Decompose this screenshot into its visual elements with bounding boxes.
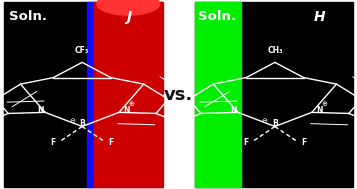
Text: ⊕: ⊕ [129, 101, 134, 107]
Text: CH₃: CH₃ [267, 46, 283, 55]
Text: H: H [314, 10, 325, 24]
Text: ⊖: ⊖ [262, 118, 267, 124]
Text: J: J [126, 10, 131, 24]
Text: F: F [301, 138, 306, 147]
Text: CF₃: CF₃ [75, 46, 89, 55]
Text: Soln.: Soln. [9, 10, 47, 23]
Text: B: B [272, 119, 278, 128]
Bar [195, 2, 353, 187]
Text: Soln.: Soln. [198, 10, 236, 23]
Ellipse shape [97, 0, 160, 15]
Text: N: N [37, 106, 44, 115]
Bar [195, 2, 241, 187]
Text: F: F [243, 138, 249, 147]
Text: ⊖: ⊖ [69, 118, 75, 124]
Text: N: N [316, 106, 322, 115]
Bar [4, 2, 162, 187]
Text: ⊕: ⊕ [321, 101, 327, 107]
Bar [94, 2, 163, 187]
Text: vs.: vs. [164, 85, 193, 104]
Text: F: F [51, 138, 56, 147]
Text: N: N [230, 106, 236, 115]
Text: N: N [123, 106, 130, 115]
Text: F: F [108, 138, 114, 147]
Text: B: B [79, 119, 85, 128]
Bar [87, 2, 94, 187]
